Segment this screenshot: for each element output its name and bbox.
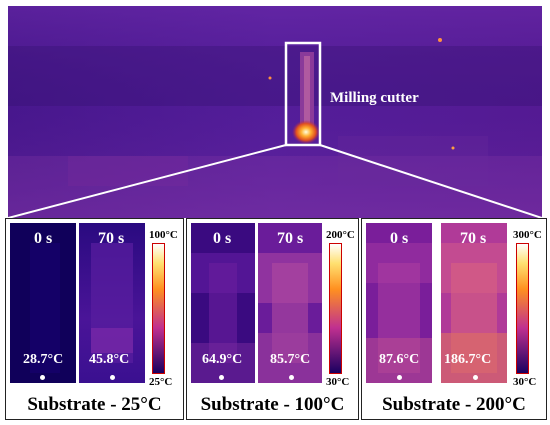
panel-substrate-25: 0 s 70 s 28.7°C 45.8°C 100°C 25°C Substr… [5, 218, 184, 420]
time-label: 70 s [98, 230, 125, 247]
overview-thermal-image [8, 6, 542, 218]
spot-temperature: 64.9°C [202, 352, 243, 367]
spot-temperature: 186.7°C [444, 352, 492, 367]
spot-temperature: 28.7°C [23, 352, 64, 367]
time-label: 70 s [460, 230, 487, 247]
measurement-point [473, 375, 478, 380]
colorbar-min-label: 30°C [513, 376, 537, 388]
colorbar [152, 243, 165, 374]
time-label: 0 s [390, 230, 409, 247]
colorbar [329, 243, 342, 374]
thermal-frame-0s [10, 223, 76, 383]
thermal-frame-0s [366, 223, 432, 383]
colorbar [516, 243, 529, 374]
spot-temperature: 87.6°C [379, 352, 420, 367]
colorbar-max-label: 200°C [326, 229, 355, 241]
measurement-point [40, 375, 45, 380]
measurement-point [219, 375, 224, 380]
measurement-point [397, 375, 402, 380]
spot-temperature: 85.7°C [270, 352, 311, 367]
time-label: 0 s [213, 230, 232, 247]
thermal-frame-70s [258, 223, 322, 383]
colorbar-min-label: 30°C [326, 376, 350, 388]
cutter-highlight-box [284, 41, 322, 147]
thermal-frame-70s [441, 223, 507, 383]
colorbar-min-label: 25°C [149, 376, 173, 388]
panel-caption: Substrate - 200°C [382, 394, 526, 415]
panel-caption: Substrate - 100°C [200, 394, 345, 415]
measurement-point [289, 375, 294, 380]
panel-caption: Substrate - 25°C [27, 394, 162, 415]
measurement-point [110, 375, 115, 380]
thermal-frame-70s [79, 223, 145, 383]
time-label: 0 s [34, 230, 53, 247]
thermal-frame-0s [191, 223, 255, 383]
colorbar-max-label: 300°C [513, 229, 542, 241]
time-label: 70 s [277, 230, 304, 247]
spot-temperature: 45.8°C [89, 352, 130, 367]
colorbar-max-label: 100°C [149, 229, 178, 241]
milling-cutter-label: Milling cutter [330, 90, 419, 106]
panel-substrate-100: 0 s 70 s 64.9°C 85.7°C 200°C 30°C Substr… [186, 218, 359, 420]
panel-substrate-200: 0 s 70 s 87.6°C 186.7°C 300°C 30°C Subst… [361, 218, 547, 420]
